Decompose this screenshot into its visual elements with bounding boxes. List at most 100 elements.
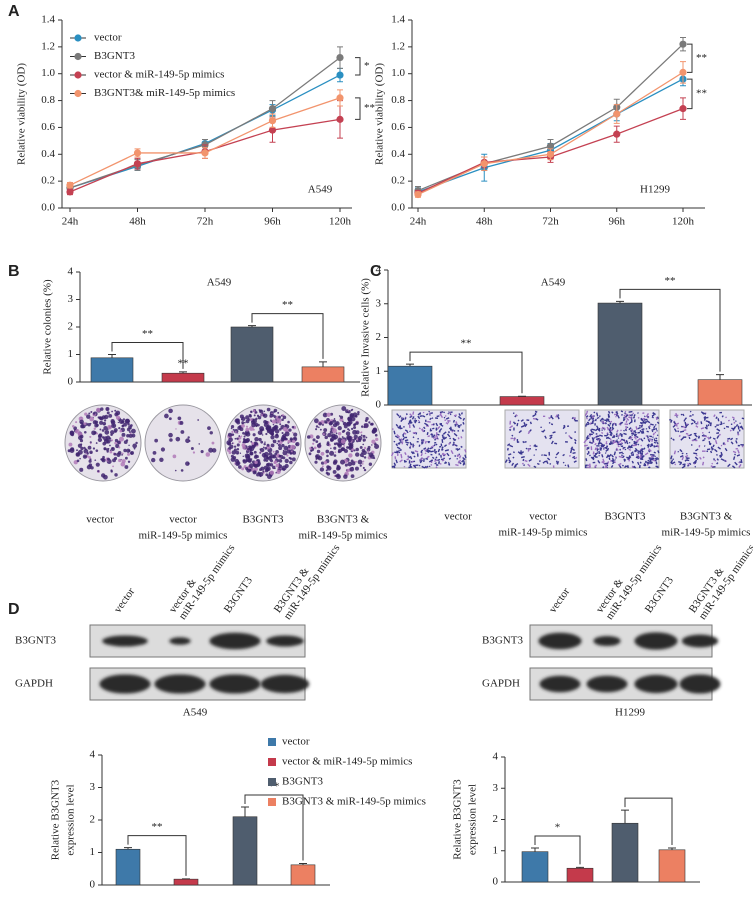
significance-bracket [687,78,693,110]
colony-dot [336,474,340,477]
cell-mark [418,421,421,424]
cell-mark [425,413,429,416]
colony-dot [272,450,275,453]
colony-dot [348,453,353,458]
colony-dot [354,414,358,418]
y-axis-label: Relative B3GNT3 [50,779,62,860]
cell-mark [513,464,517,469]
colony-dot [197,419,200,421]
colony-dot [234,431,237,433]
colony-dot [242,445,246,450]
colony-dot [253,414,256,417]
bar [90,357,134,383]
cell-mark [546,457,551,461]
cell-mark [409,441,413,446]
colony-dot [374,443,380,449]
y-tick-label: 1.2 [41,40,55,52]
significance-label: ** [142,328,153,340]
colony-dot [113,452,117,456]
cell-mark [398,449,400,452]
cell-mark [636,449,640,453]
cell-mark [393,466,396,469]
colony-dot [263,410,266,413]
error-bar [406,363,414,367]
colony-dot [126,452,130,456]
colony-dot [265,432,268,436]
cell-mark [720,421,723,425]
colony-dot [111,439,114,442]
colony-dot [233,448,237,452]
colony-dot [371,439,376,444]
cell-mark [628,427,632,431]
colony-dot [152,451,157,455]
colony-dot [79,439,84,443]
cell-mark [656,434,659,437]
panel-label: D [8,601,20,618]
colony-dot [359,453,364,457]
cell-mark [509,428,512,431]
cell-mark [536,462,540,466]
colony-dot [319,428,322,431]
error-bar [616,300,624,304]
cell-line-label: H1299 [615,707,645,719]
cell-mark [607,414,611,418]
x-category-label: vector [86,514,114,526]
cell-mark [542,461,545,464]
y-tick-label: 1 [90,846,96,858]
colony-dot [67,449,71,453]
colony-dot [187,436,190,439]
y-axis-label: Relative viability (OD) [16,63,28,165]
colony-dot [115,415,121,420]
colony-dot [255,425,258,428]
cell-mark [599,419,602,422]
cell-mark [425,457,429,460]
cell-mark [402,433,405,435]
colony-dot [79,457,81,460]
x-tick-label: 120h [329,216,352,228]
colony-dot [277,443,282,447]
cell-mark [611,454,614,458]
cell-mark [626,456,631,459]
cell-mark [591,428,596,431]
colony-dot [111,423,117,429]
cell-mark [639,421,643,425]
colony-dot [269,470,275,475]
colony-dot [337,432,342,436]
colony-dot [108,413,113,418]
colony-dot [230,425,235,429]
cell-mark [450,450,454,455]
cell-mark [401,441,404,445]
colony-dot [238,465,242,469]
cell-mark [439,411,444,414]
colony-dot [270,419,272,422]
x-category-label: vector [169,514,197,526]
colony-dot [339,415,344,419]
cell-mark [436,437,439,440]
colony-dot [80,424,85,429]
y-axis-label: expression level [65,784,77,855]
colony-dot [270,443,275,448]
cell-mark [695,448,699,452]
cell-mark [429,446,434,450]
colony-dot [80,446,84,451]
colony-dot [121,424,124,427]
cell-mark [414,450,419,453]
y-tick-label: 3 [90,781,96,793]
colony-dot [118,436,124,442]
legend-swatch [268,778,276,786]
data-point [679,40,687,48]
cell-mark [639,450,642,453]
cell-mark [422,415,426,418]
cell-mark [569,449,573,454]
y-tick-label: 0.4 [391,148,405,160]
colony-dot [88,412,91,415]
blot-band [266,635,304,647]
cell-mark [679,462,682,466]
colony-dot [281,443,285,448]
cell-mark [647,443,650,448]
cell-mark [693,438,697,441]
cell-mark [623,432,627,436]
colony-dot [179,421,184,425]
colony-dot [357,410,360,414]
colony-dot [327,432,332,438]
